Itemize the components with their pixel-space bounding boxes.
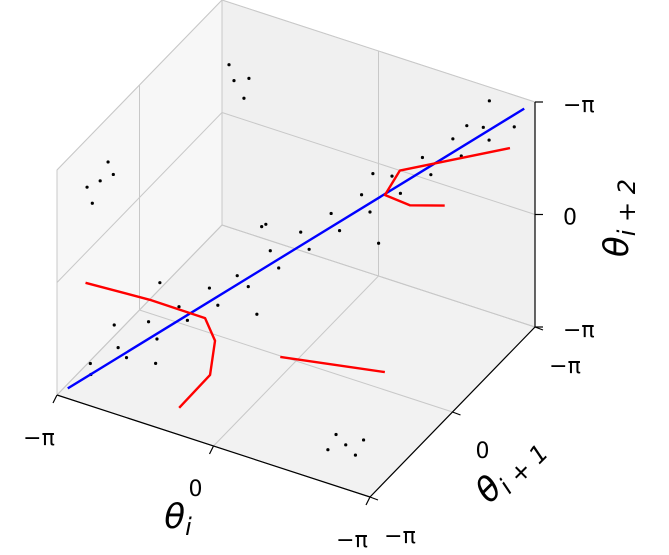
point	[235, 274, 239, 278]
point	[90, 201, 94, 205]
point	[487, 99, 491, 103]
x-axis-label-base: θ	[164, 497, 185, 537]
point	[177, 305, 181, 309]
point	[390, 174, 394, 178]
point	[227, 63, 231, 67]
tick-mark	[369, 496, 379, 501]
point	[232, 79, 236, 83]
z-axis-label-base: θ	[597, 236, 637, 257]
point	[247, 76, 251, 80]
point	[371, 172, 375, 176]
point	[344, 443, 348, 447]
point	[154, 361, 158, 366]
point	[398, 191, 403, 195]
curve	[383, 146, 511, 207]
curve	[280, 355, 386, 374]
curve	[67, 107, 525, 390]
point	[368, 210, 372, 214]
grid-line	[56, 0, 223, 171]
grid-line	[221, 224, 536, 328]
z-axis-label-sub: i + 2	[613, 179, 641, 236]
point	[255, 312, 259, 316]
x-tick-label: −π	[23, 426, 55, 451]
grid-line	[139, 309, 453, 413]
point	[377, 241, 381, 245]
point	[353, 453, 358, 457]
point	[277, 266, 281, 270]
point	[111, 172, 115, 177]
y-axis	[369, 326, 536, 498]
point	[481, 125, 485, 129]
point	[216, 303, 220, 307]
point	[98, 179, 102, 183]
point	[242, 96, 246, 100]
tick-mark	[365, 496, 371, 506]
x-axis-label: θi	[164, 497, 192, 542]
x-axis	[56, 394, 371, 498]
x-tick-label: −π	[336, 528, 368, 553]
point	[451, 137, 455, 141]
y-tick-label: 0	[476, 439, 490, 464]
point	[487, 138, 491, 142]
point	[260, 225, 264, 229]
grid-line	[56, 224, 223, 396]
point	[307, 247, 311, 251]
grid-line	[221, 112, 536, 215]
point	[155, 337, 159, 341]
point	[329, 211, 333, 216]
point	[158, 281, 162, 285]
point	[112, 323, 116, 327]
x-axis-label-sub: i	[185, 513, 192, 541]
y-tick-label: −π	[384, 524, 416, 549]
z-tick-label: 0	[563, 206, 577, 231]
point	[116, 345, 120, 350]
point	[106, 160, 110, 164]
point	[337, 229, 342, 233]
point	[88, 361, 92, 366]
point	[207, 286, 212, 290]
x-tick-label: 0	[189, 477, 203, 502]
point	[420, 155, 425, 160]
point	[359, 193, 364, 197]
curve	[85, 281, 217, 409]
grid-line	[56, 112, 223, 283]
point	[361, 438, 366, 442]
z-axis-label: θi + 2	[597, 179, 642, 257]
point	[299, 230, 303, 234]
point	[326, 448, 330, 452]
point	[334, 432, 338, 437]
y-tick-label: −π	[549, 354, 581, 379]
tick-mark	[52, 394, 58, 404]
tick-mark	[452, 411, 461, 416]
tick-mark	[208, 445, 215, 455]
point	[268, 249, 272, 253]
point	[465, 124, 469, 128]
grid-line	[221, 0, 536, 103]
point	[264, 222, 268, 226]
point	[185, 318, 190, 322]
z-tick-label: −π	[563, 318, 595, 343]
z-tick-label: −π	[563, 93, 595, 118]
point	[124, 356, 129, 360]
point	[429, 173, 433, 177]
point	[146, 320, 151, 324]
point	[512, 125, 516, 129]
point	[246, 285, 250, 289]
point	[85, 185, 89, 189]
